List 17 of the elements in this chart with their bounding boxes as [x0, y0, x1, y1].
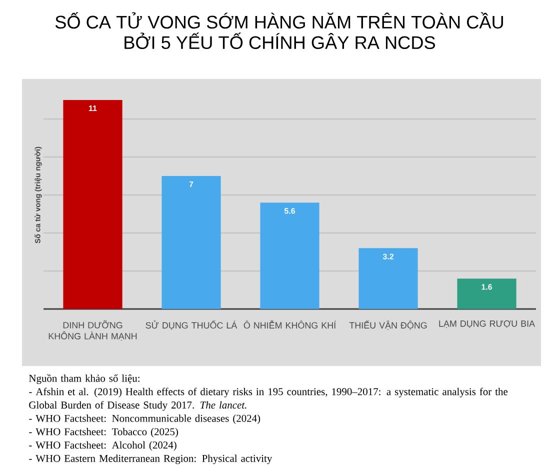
text: Nguồn tham khảo số liệu:	[29, 374, 140, 384]
bar	[162, 176, 221, 309]
text: - WHO Eastern Mediterranean Region: Physical activity	[29, 454, 272, 464]
bar	[457, 278, 516, 309]
x-tick-label: LẠM DỤNG RƯỢU BIA	[439, 320, 535, 328]
bar	[260, 202, 320, 309]
bar	[358, 248, 418, 309]
text: - WHO Factsheet: Noncommunicable diseases (2024)	[29, 414, 260, 424]
chart-title: SỐ CA TỬ VONG SỚM HÀNG NĂM TRÊN TOÀN CẦU BỞI 5 YẾU TỐ CHÍNH GÂY RA NCDS	[55, 12, 503, 50]
x-tick-label: THIẾU VẬN ĐỘNG	[349, 320, 427, 330]
x-tick-label: SỬ DỤNG THUỐC LÁ	[146, 320, 238, 330]
x-tick-label: Ô NHIỄM KHÔNG KHÍ	[244, 320, 336, 329]
text: - WHO Factsheet: Alcohol (2024)	[29, 441, 176, 451]
text: - Afshin et al. (2019) Health effects of dietary risks in 195 countries, 1990–2017: a systematic analysis for the Global Burden of Disease Study 2017. The lancet.	[29, 388, 508, 411]
text: - WHO Factsheet: Tobacco (2025)	[29, 428, 178, 438]
x-tick-label: DINH DƯỠNG KHÔNG LÀNH MẠNH	[48, 320, 137, 341]
bar	[63, 100, 122, 309]
